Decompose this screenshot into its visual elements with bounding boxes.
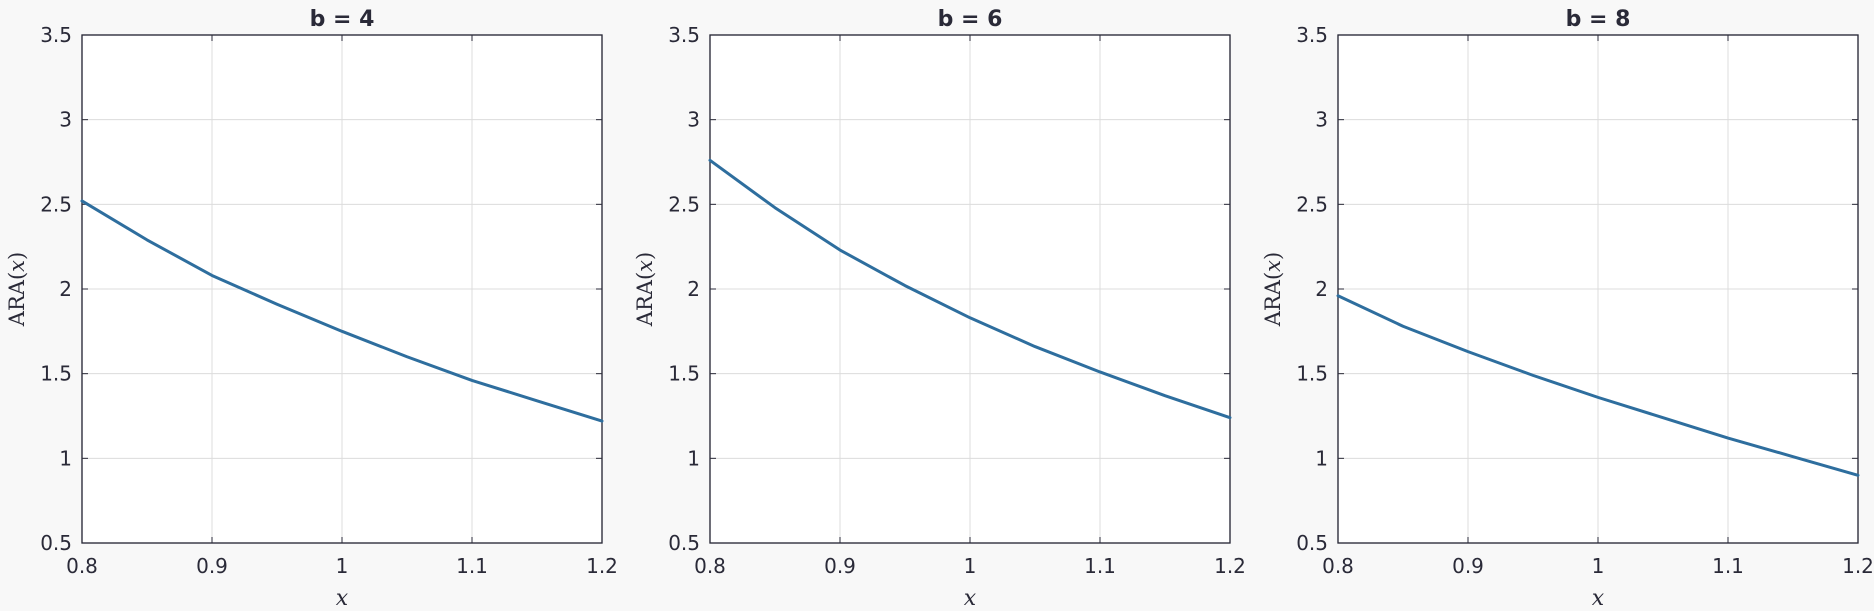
y-tick-label: 2.5 — [668, 192, 700, 216]
y-tick-label: 2.5 — [40, 192, 72, 216]
y-axis-label: ARA(x) — [633, 252, 657, 327]
y-tick-label: 3 — [1315, 108, 1328, 132]
y-tick-label: 3 — [687, 108, 700, 132]
chart-panel-2: 0.8 0.9 1 1.1 1.2 0.5 1 1.5 2 2.5 3 3.5 b = 6 x ARA(x) — [633, 7, 1246, 611]
y-tick-label: 3.5 — [1296, 23, 1328, 47]
chart-title: b = 4 — [310, 7, 375, 32]
x-tick-label: 0.8 — [66, 554, 98, 578]
x-tick-label: 1.1 — [456, 554, 488, 578]
y-tick-label: 1 — [687, 446, 700, 470]
x-axis-label: x — [336, 586, 349, 611]
chart-panel-3: 0.8 0.9 1 1.1 1.2 0.5 1 1.5 2 2.5 3 3.5 b = 8 x ARA(x) — [1261, 7, 1874, 611]
y-tick-label: 1.5 — [1296, 362, 1328, 386]
x-tick-label: 1 — [336, 554, 349, 578]
x-tick-label: 1.1 — [1712, 554, 1744, 578]
x-tick-label: 0.8 — [694, 554, 726, 578]
x-tick-label: 0.9 — [1452, 554, 1484, 578]
y-axis-label: ARA(x) — [5, 252, 29, 327]
chart-panel-1: 0.8 0.9 1 1.1 1.2 0.5 1 1.5 2 2.5 3 3.5 b = 4 x ARA(x) — [5, 7, 618, 611]
y-tick-label: 1.5 — [668, 362, 700, 386]
chart-title: b = 6 — [938, 7, 1003, 32]
x-tick-label: 1.2 — [586, 554, 618, 578]
y-tick-label: 2.5 — [1296, 192, 1328, 216]
y-tick-label: 3.5 — [668, 23, 700, 47]
x-tick-label: 0.9 — [196, 554, 228, 578]
chart-title: b = 8 — [1566, 7, 1631, 32]
x-axis-label: x — [1592, 586, 1605, 611]
y-tick-label: 1 — [1315, 446, 1328, 470]
x-tick-label: 1.2 — [1842, 554, 1874, 578]
x-tick-label: 0.9 — [824, 554, 856, 578]
y-axis-label: ARA(x) — [1261, 252, 1285, 327]
y-tick-label: 3.5 — [40, 23, 72, 47]
series-line-1 — [80, 199, 604, 423]
series-line-1 — [1336, 294, 1860, 477]
y-tick-label: 3 — [59, 108, 72, 132]
x-tick-label: 0.8 — [1322, 554, 1354, 578]
y-tick-label: 1.5 — [40, 362, 72, 386]
y-tick-label: 0.5 — [668, 531, 700, 555]
y-tick-label: 2 — [59, 277, 72, 301]
series-line-1 — [708, 158, 1232, 420]
y-tick-label: 2 — [1315, 277, 1328, 301]
x-axis-label: x — [964, 586, 977, 611]
y-tick-label: 2 — [687, 277, 700, 301]
y-tick-label: 0.5 — [40, 531, 72, 555]
x-tick-label: 1.1 — [1084, 554, 1116, 578]
x-tick-label: 1 — [1592, 554, 1605, 578]
x-tick-label: 1.2 — [1214, 554, 1246, 578]
y-tick-label: 0.5 — [1296, 531, 1328, 555]
x-tick-label: 1 — [964, 554, 977, 578]
y-tick-label: 1 — [59, 446, 72, 470]
